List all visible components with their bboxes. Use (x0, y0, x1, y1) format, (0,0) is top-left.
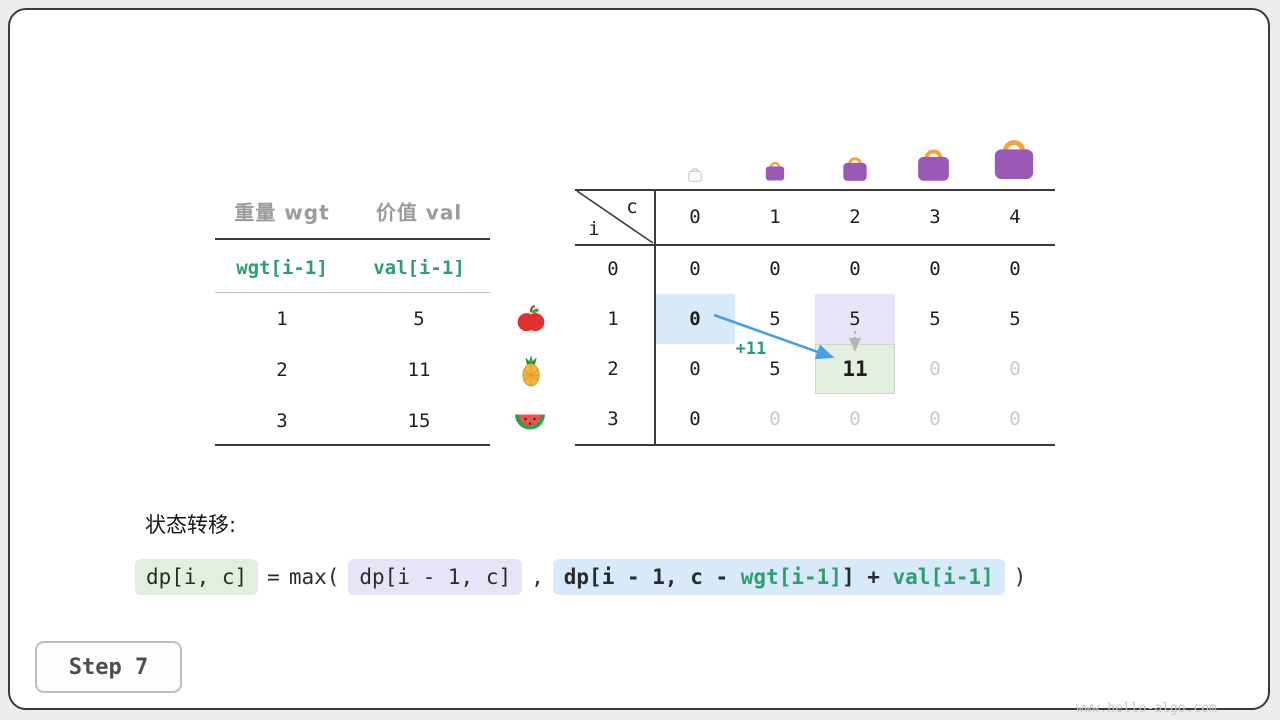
items-table-top-rule (215, 238, 490, 240)
items-col-header-value: 价值 val (375, 200, 463, 225)
formula-comma: , (531, 565, 544, 589)
dp-corner-col-label: c (626, 196, 638, 218)
dp-table-header-rule (575, 244, 1055, 246)
dp-cell-2-4: 0 (1009, 358, 1021, 380)
formula-max-open: max( (288, 565, 340, 589)
dp-cell-0-2: 0 (849, 258, 861, 280)
dp-cell-3-3: 0 (929, 408, 941, 430)
bag-capacity-4-icon (994, 140, 1034, 180)
dp-cell-0-4: 0 (1009, 258, 1021, 280)
formula-arg2-prefix: dp[i - 1, c - (563, 565, 741, 589)
dp-row-header-1: 1 (607, 308, 619, 330)
pineapple-icon (522, 355, 540, 387)
dp-cell-0-3: 0 (929, 258, 941, 280)
formula-lhs-dp-cell: dp[i, c] (135, 559, 259, 595)
bag-capacity-3-icon (918, 149, 949, 181)
formula-arg2-mid: ] + (841, 565, 893, 589)
dp-col-header-1: 1 (769, 206, 781, 228)
item-2-weight: 2 (276, 359, 288, 381)
dp-table-bottom-rule (575, 444, 1055, 446)
dp-cell-2-3: 0 (929, 358, 941, 380)
formula-arg-skip-item: dp[i - 1, c] (348, 559, 523, 595)
dp-cell-2-0: 0 (689, 358, 701, 380)
dp-table-vertical-rule (654, 189, 656, 446)
bag-capacity-2-icon (843, 157, 867, 181)
dp-cell-1-3: 5 (929, 308, 941, 330)
apple-icon (517, 305, 545, 332)
dp-corner-row-label: i (588, 218, 600, 240)
dp-table-top-rule (575, 189, 1055, 191)
state-transition-formula: dp[i, c] = max( dp[i - 1, c] , dp[i - 1,… (135, 559, 1026, 595)
dp-cell-0-0: 0 (689, 258, 701, 280)
formula-close-paren: ) (1013, 565, 1027, 589)
dp-cell-2-1: 5 (769, 358, 781, 380)
dp-cell-1-4: 5 (1009, 308, 1021, 330)
dp-cell-3-1: 0 (769, 408, 781, 430)
item-3-weight: 3 (276, 410, 288, 432)
item-1-value: 5 (413, 308, 425, 330)
items-col-header-weight: 重量 wgt (234, 200, 330, 225)
dp-col-header-2: 2 (849, 206, 861, 228)
formula-arg2-val: val[i-1] (892, 565, 994, 589)
formula-arg2-wgt: wgt[i-1] (740, 565, 842, 589)
site-watermark: www.hello-algo.com (1076, 701, 1217, 716)
dp-row-header-3: 3 (607, 408, 619, 430)
item-3-value: 15 (407, 410, 431, 432)
dp-row-header-0: 0 (607, 258, 619, 280)
items-formula-val: val[i-1] (373, 257, 465, 279)
dp-cell-1-0: 0 (689, 308, 701, 330)
dp-cell-3-2: 0 (849, 408, 861, 430)
item-2-value: 11 (407, 359, 431, 381)
item-1-weight: 1 (276, 308, 288, 330)
dp-cell-1-1: 5 (769, 308, 781, 330)
formula-arg-take-item: dp[i - 1, c - wgt[i-1]] + val[i-1] (552, 559, 1005, 595)
formula-equals: = (267, 565, 280, 589)
watermelon-icon (515, 414, 545, 430)
transition-section-label: 状态转移: (145, 513, 237, 537)
dp-cell-3-4: 0 (1009, 408, 1021, 430)
bag-capacity-1-icon (765, 161, 785, 181)
bag-capacity-0-icon (688, 168, 702, 182)
arrow-annotation-plus-value: +11 (735, 339, 767, 359)
dp-row-header-2: 2 (607, 358, 619, 380)
dp-col-header-3: 3 (929, 206, 941, 228)
dp-cell-0-1: 0 (769, 258, 781, 280)
dp-cell-2-2: 11 (842, 357, 868, 381)
items-table-bottom-rule (215, 444, 490, 446)
dp-cell-3-0: 0 (689, 408, 701, 430)
figure-card (8, 8, 1270, 710)
items-table-mid-rule (215, 292, 490, 293)
dp-col-header-0: 0 (689, 206, 701, 228)
dp-cell-1-2: 5 (849, 308, 861, 330)
dp-col-header-4: 4 (1009, 206, 1021, 228)
step-indicator-button[interactable]: Step 7 (35, 641, 182, 693)
items-formula-wgt: wgt[i-1] (236, 257, 328, 279)
